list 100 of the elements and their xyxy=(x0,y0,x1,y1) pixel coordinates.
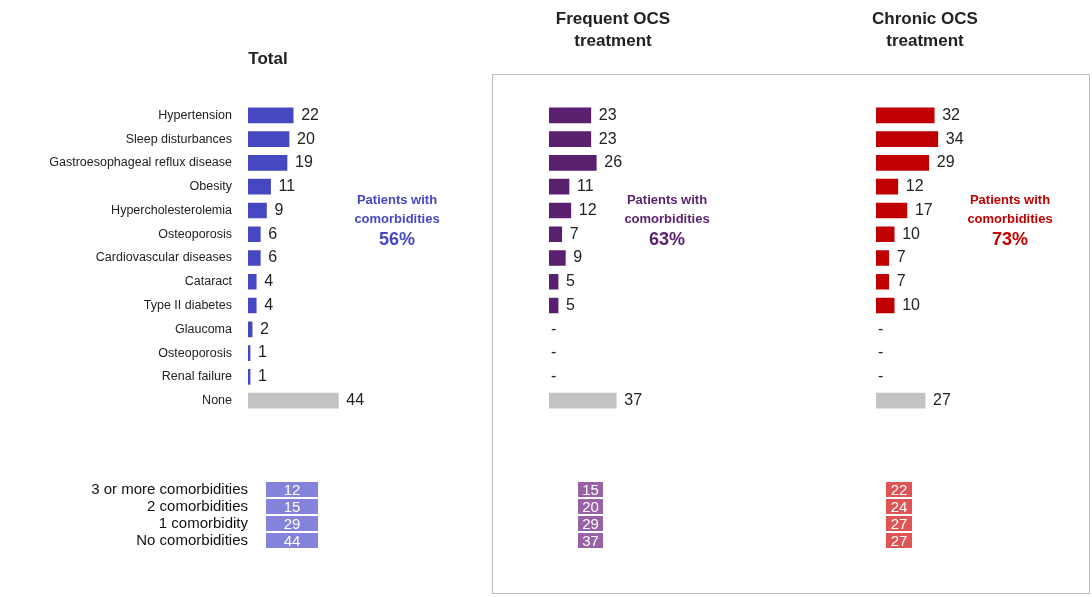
data-label: 23 xyxy=(598,129,617,147)
y-tick-label: None xyxy=(202,393,233,408)
y-tick-label: Renal failure xyxy=(161,369,233,384)
chart-title: Total xyxy=(247,48,289,70)
data-label: 10 xyxy=(902,295,921,313)
data-label: 27 xyxy=(890,514,908,532)
category-label: 2 comorbidities xyxy=(147,496,248,514)
data-label: 2 xyxy=(260,319,270,337)
bar xyxy=(248,297,257,314)
data-label: 22 xyxy=(301,105,320,123)
y-tick-label: Hypercholesterolemia xyxy=(111,202,233,217)
data-label: 7 xyxy=(569,224,579,242)
bar xyxy=(248,107,294,124)
data-label: 29 xyxy=(283,514,301,532)
bar xyxy=(248,250,261,266)
y-tick-label: Obesity xyxy=(189,179,233,194)
bar xyxy=(876,107,935,124)
bar xyxy=(248,131,290,147)
data-label: 5 xyxy=(566,295,576,313)
text: - xyxy=(878,319,884,337)
text: 63% xyxy=(648,228,686,250)
bar xyxy=(876,226,895,243)
bar xyxy=(248,178,271,195)
bar xyxy=(248,321,253,338)
bar xyxy=(549,202,572,219)
category-label: 1 comorbidity xyxy=(158,513,249,531)
data-label: 9 xyxy=(573,248,583,266)
y-tick-label: Cardiovascular diseases xyxy=(95,250,232,265)
data-label: 22 xyxy=(890,480,908,498)
data-label: 29 xyxy=(582,514,599,532)
data-label: 32 xyxy=(942,105,961,123)
bar xyxy=(876,297,895,314)
data-label: 23 xyxy=(598,105,617,123)
data-label: 20 xyxy=(582,497,599,515)
text: - xyxy=(878,367,884,385)
bar xyxy=(549,297,559,314)
data-label: 1 xyxy=(258,367,268,385)
text: Patients with comorbidities xyxy=(966,191,1054,228)
chart-title: Chronic OCS treatment xyxy=(871,8,979,52)
data-label: 24 xyxy=(890,497,908,515)
bar xyxy=(876,155,930,171)
data-label: 11 xyxy=(278,177,296,195)
bar xyxy=(248,226,261,243)
bar xyxy=(549,392,617,409)
data-label: 29 xyxy=(936,153,955,171)
text: 73% xyxy=(991,228,1029,250)
data-label: 15 xyxy=(283,497,301,515)
data-label: 1 xyxy=(258,343,268,361)
data-label: 4 xyxy=(264,272,274,290)
bar xyxy=(549,131,592,147)
text: - xyxy=(551,367,557,385)
y-tick-label: Osteoporosis xyxy=(158,345,232,360)
data-label: 34 xyxy=(945,129,964,147)
bar xyxy=(876,202,908,219)
category-label: No comorbidities xyxy=(136,530,248,548)
category-label: 3 or more comorbidities xyxy=(91,479,248,497)
bar xyxy=(549,273,559,290)
bar xyxy=(549,178,570,195)
y-tick-label: Osteoporosis xyxy=(158,226,232,241)
chart-title: Frequent OCS treatment xyxy=(554,8,672,52)
data-label: 6 xyxy=(268,248,278,266)
data-label: 27 xyxy=(933,391,951,409)
bar xyxy=(248,202,267,219)
data-label: 37 xyxy=(582,531,599,549)
data-label: 27 xyxy=(890,531,908,549)
data-label: 12 xyxy=(578,200,597,218)
y-tick-label: Glaucoma xyxy=(175,321,233,336)
data-label: 37 xyxy=(624,391,643,409)
data-label: 12 xyxy=(283,480,301,498)
text: - xyxy=(551,343,557,361)
bar xyxy=(248,273,257,290)
data-label: 5 xyxy=(566,272,576,290)
y-tick-label: Cataract xyxy=(184,274,233,289)
data-label: 26 xyxy=(604,153,623,171)
y-tick-label: Type II diabetes xyxy=(143,297,232,312)
data-label: 15 xyxy=(582,480,599,498)
bar xyxy=(876,273,890,290)
y-tick-label: Hypertension xyxy=(158,107,233,122)
data-label: 7 xyxy=(896,272,906,290)
bar xyxy=(876,178,899,195)
data-label: 20 xyxy=(297,129,315,147)
text: - xyxy=(551,319,557,337)
data-label: 7 xyxy=(896,248,906,266)
data-label: 4 xyxy=(264,295,274,313)
bar xyxy=(549,155,597,171)
text: - xyxy=(878,343,884,361)
text: 56% xyxy=(378,228,416,250)
y-tick-label: Sleep disturbances xyxy=(125,131,232,146)
bar xyxy=(549,226,563,243)
data-label: 17 xyxy=(914,200,933,218)
bar xyxy=(876,250,890,266)
bar xyxy=(876,392,926,409)
data-label: 19 xyxy=(295,153,313,171)
bar xyxy=(549,250,566,266)
y-tick-label: Gastroesophageal reflux disease xyxy=(49,155,233,170)
data-label: 9 xyxy=(274,200,284,218)
data-label: 44 xyxy=(346,391,365,409)
data-label: 44 xyxy=(283,531,301,549)
bar xyxy=(248,392,339,409)
bar xyxy=(876,131,939,147)
